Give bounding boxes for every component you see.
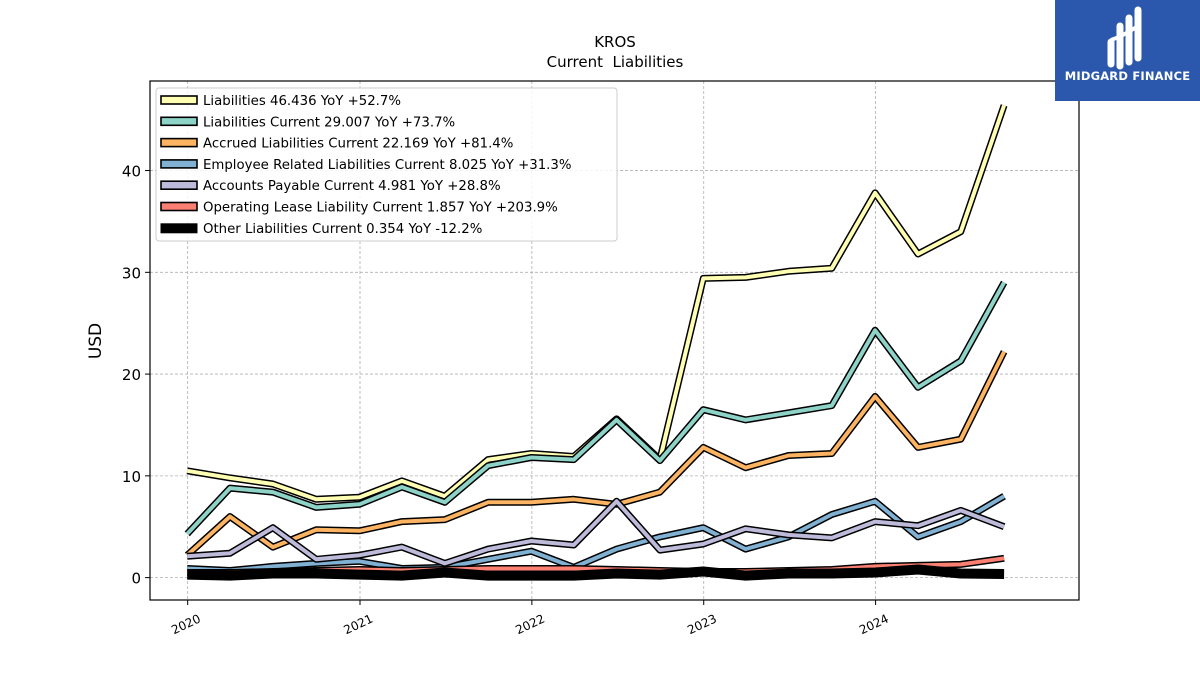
series-line-fill: [185, 281, 1006, 536]
y-axis-label: USD: [86, 323, 106, 359]
series-line-fill: [185, 350, 1006, 557]
legend-label: Accounts Payable Current 4.981 YoY +28.8…: [203, 179, 501, 194]
x-tick-label: 2024: [857, 612, 891, 638]
legend-swatch: [160, 116, 198, 127]
legend-swatch: [160, 95, 198, 105]
chart-title: KROS: [594, 33, 636, 51]
series-line: [184, 350, 1008, 558]
y-tick-label: 0: [131, 570, 141, 588]
legend-swatch: [160, 159, 198, 169]
legend-label: Liabilities Current 29.007 YoY +73.7%: [203, 115, 455, 130]
plot-area: [184, 104, 1008, 581]
legend-box: [155, 87, 618, 242]
legend-label: Employee Related Liabilities Current 8.0…: [203, 158, 572, 173]
x-tick-label: 2021: [342, 612, 376, 638]
legend-label: Operating Lease Liability Current 1.857 …: [203, 201, 558, 216]
legend-label: Other Liabilities Current 0.354 YoY -12.…: [203, 222, 482, 237]
x-tick-label: 2023: [685, 612, 719, 638]
series-line-fill: [187, 494, 1006, 573]
series-line-fill: [187, 499, 1005, 566]
y-tick-label: 20: [122, 366, 141, 384]
series-line: [186, 497, 1006, 567]
logo-text: MIDGARD FINANCE: [1064, 69, 1191, 83]
series-line: [187, 564, 1005, 581]
legend-label: Accrued Liabilities Current 22.169 YoY +…: [203, 137, 513, 152]
legend: Liabilities 46.436 YoY +52.7% Liabilities…: [155, 87, 618, 242]
legend-swatch: [160, 137, 198, 148]
legend-label: Liabilities 46.436 YoY +52.7%: [203, 94, 401, 109]
series-line: [187, 493, 1006, 574]
series-line: [184, 280, 1008, 537]
y-tick-label: 10: [122, 468, 141, 486]
brand-logo: MIDGARD FINANCE: [1055, 0, 1200, 101]
y-tick-label: 40: [122, 163, 141, 181]
y-tick-label: 30: [122, 264, 141, 282]
legend-swatch: [160, 201, 198, 212]
legend-swatch: [160, 180, 198, 190]
x-tick-label: 2020: [169, 612, 203, 638]
plot-frame: [149, 80, 1080, 601]
x-tick-label: 2022: [513, 612, 547, 638]
series-line-fill: [187, 564, 1005, 581]
chart-subtitle: Current Liabilities: [547, 53, 684, 71]
legend-swatch: [160, 223, 198, 234]
logo-mark-icon: [1107, 6, 1142, 70]
